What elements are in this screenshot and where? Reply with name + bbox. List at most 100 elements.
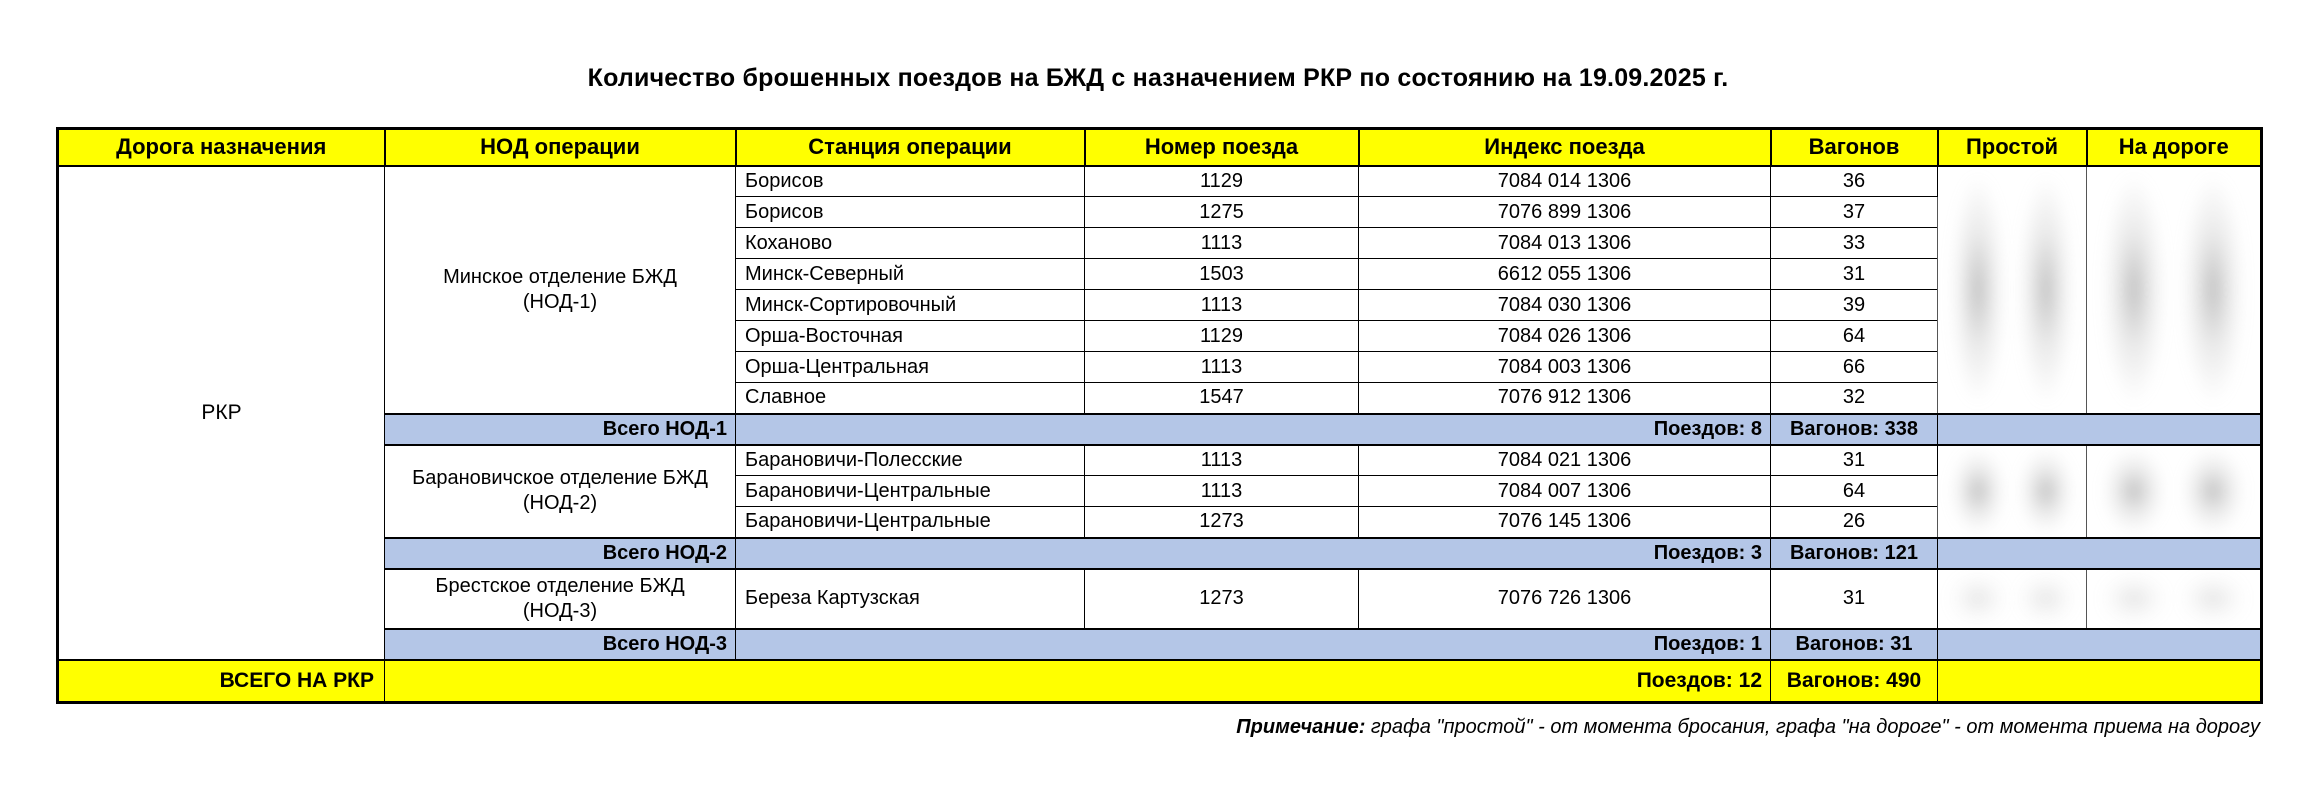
- table-row: Коханово 1113 7084 013 1306 33: [58, 227, 2262, 259]
- grand-total-trains: Поездов: 12: [384, 658, 1771, 703]
- table-row: Барановичи-Центральные 1113 7084 007 1306 6…: [58, 475, 2262, 507]
- section-total-wagons: Вагонов: 31: [1770, 627, 1938, 661]
- redacted-idle-cell: [1937, 165, 2087, 414]
- train-number-cell: 1129: [1084, 165, 1359, 197]
- grand-total-empty: [1937, 658, 2262, 703]
- wagons-cell: 64: [1770, 475, 1938, 507]
- table-row: Брестское отделение БЖД (НОД-3) Береза Ка…: [58, 568, 2262, 629]
- section-total-empty: [1937, 412, 2262, 446]
- wagons-cell: 66: [1770, 351, 1938, 383]
- station-cell: Береза Картузская: [735, 568, 1085, 629]
- abandoned-trains-table: Дорога назначения НОД операции Станция опе…: [56, 127, 2263, 704]
- station-cell: Барановичи-Полесские: [735, 444, 1085, 476]
- table-row: Орша-Восточная 1129 7084 026 1306 64: [58, 320, 2262, 352]
- section-total-wagons: Вагонов: 121: [1770, 536, 1938, 570]
- station-cell: Минск-Северный: [735, 258, 1085, 290]
- station-cell: Минск-Сортировочный: [735, 289, 1085, 321]
- train-index-cell: 7084 021 1306: [1358, 444, 1771, 476]
- grand-total-row: ВСЕГО НА РКР Поездов: 12 Вагонов: 490: [57, 658, 2262, 703]
- column-header-7: Простой: [1936, 127, 2088, 167]
- wagons-cell: 64: [1770, 320, 1938, 352]
- redacted-on-road-cell: [2086, 568, 2262, 629]
- train-number-cell: 1503: [1084, 258, 1359, 290]
- train-number-cell: 1113: [1084, 289, 1359, 321]
- section-total-empty: [1937, 627, 2262, 661]
- wagons-cell: 31: [1770, 258, 1938, 290]
- wagons-cell: 39: [1770, 289, 1938, 321]
- redacted-on-road-cell: [2086, 165, 2262, 414]
- train-index-cell: 7076 726 1306: [1358, 568, 1771, 629]
- table-row: Борисов 1275 7076 899 1306 37: [58, 196, 2262, 228]
- nod-cell: Минское отделение БЖД (НОД-1): [384, 165, 736, 414]
- column-header-6: Вагонов: [1769, 127, 1939, 167]
- footnote-label: Примечание:: [1236, 716, 1366, 738]
- table-row: Барановичское отделение БЖД (НОД-2) Баран…: [58, 444, 2262, 538]
- train-number-cell: 1547: [1084, 382, 1359, 414]
- train-number-cell: 1129: [1084, 320, 1359, 352]
- section-total-trains: Поездов: 3: [735, 536, 1771, 570]
- train-number-cell: 1113: [1084, 444, 1359, 476]
- section-total-row: Всего НОД-1 Поездов: 8 Вагонов: 338: [58, 412, 2262, 446]
- station-cell: Барановичи-Центральные: [735, 475, 1085, 507]
- table-row: РКР Минское отделение БЖД (НОД-1) Борисов 1…: [57, 165, 2262, 660]
- station-cell: Барановичи-Центральные: [735, 506, 1085, 538]
- section-total-wagons: Вагонов: 338: [1770, 412, 1938, 446]
- train-number-cell: 1113: [1084, 475, 1359, 507]
- train-index-cell: 7084 007 1306: [1358, 475, 1771, 507]
- wagons-cell: 36: [1770, 165, 1938, 197]
- train-number-cell: 1113: [1084, 227, 1359, 259]
- grand-total-wagons: Вагонов: 490: [1770, 658, 1938, 703]
- train-index-cell: 7076 899 1306: [1358, 196, 1771, 228]
- station-cell: Орша-Восточная: [735, 320, 1085, 352]
- table-row: Минск-Сортировочный 1113 7084 030 1306 39: [58, 289, 2262, 321]
- page-title: Количество брошенных поездов на БЖД с на…: [587, 64, 1729, 92]
- train-index-cell: 7076 912 1306: [1358, 382, 1771, 414]
- nod-cell: Барановичское отделение БЖД (НОД-2): [384, 444, 736, 538]
- section-total-label: Всего НОД-3: [384, 627, 736, 661]
- section-total-label: Всего НОД-1: [384, 412, 736, 446]
- station-cell: Борисов: [735, 196, 1085, 228]
- section-total-row: Всего НОД-2 Поездов: 3 Вагонов: 121: [58, 536, 2262, 570]
- train-index-cell: 7084 003 1306: [1358, 351, 1771, 383]
- redacted-idle-cell: [1937, 568, 2087, 629]
- wagons-cell: 32: [1770, 382, 1938, 414]
- grand-total-label: ВСЕГО НА РКР: [57, 658, 385, 703]
- redacted-on-road-cell: [2086, 444, 2262, 538]
- footnote: Примечание: графа "простой" - от момента…: [1236, 716, 2260, 739]
- train-index-cell: 7076 145 1306: [1358, 506, 1771, 538]
- section-total-trains: Поездов: 1: [735, 627, 1771, 661]
- train-number-cell: 1273: [1084, 568, 1359, 629]
- train-number-cell: 1275: [1084, 196, 1359, 228]
- station-cell: Борисов: [735, 165, 1085, 197]
- wagons-cell: 26: [1770, 506, 1938, 538]
- train-index-cell: 7084 030 1306: [1358, 289, 1771, 321]
- column-header-4: Номер поезда: [1083, 127, 1360, 167]
- wagons-cell: 31: [1770, 444, 1938, 476]
- station-cell: Славное: [735, 382, 1085, 414]
- road-cell: РКР: [57, 165, 385, 660]
- wagons-cell: 33: [1770, 227, 1938, 259]
- footnote-text: графа "простой" - от момента бросания, г…: [1365, 716, 2260, 738]
- train-index-cell: 6612 055 1306: [1358, 258, 1771, 290]
- train-number-cell: 1273: [1084, 506, 1359, 538]
- table-row: Славное 1547 7076 912 1306 32: [58, 382, 2262, 414]
- train-index-cell: 7084 014 1306: [1358, 165, 1771, 197]
- column-header-1: Дорога назначения: [56, 127, 386, 167]
- section-total-empty: [1937, 536, 2262, 570]
- redacted-idle-cell: [1937, 444, 2087, 538]
- column-header-2: НОД операции: [383, 127, 737, 167]
- station-cell: Орша-Центральная: [735, 351, 1085, 383]
- train-index-cell: 7084 026 1306: [1358, 320, 1771, 352]
- train-index-cell: 7084 013 1306: [1358, 227, 1771, 259]
- station-cell: Коханово: [735, 227, 1085, 259]
- section-total-row: Всего НОД-3 Поездов: 1 Вагонов: 31: [58, 627, 2262, 661]
- nod-cell: Брестское отделение БЖД (НОД-3): [384, 568, 736, 629]
- table-row: Минск-Северный 1503 6612 055 1306 31: [58, 258, 2262, 290]
- wagons-cell: 31: [1770, 568, 1938, 629]
- wagons-cell: 37: [1770, 196, 1938, 228]
- train-number-cell: 1113: [1084, 351, 1359, 383]
- table-header-row: Дорога назначения НОД операции Станция опе…: [56, 127, 2263, 167]
- column-header-5: Индекс поезда: [1357, 127, 1772, 167]
- column-header-8: На дороге: [2085, 127, 2263, 167]
